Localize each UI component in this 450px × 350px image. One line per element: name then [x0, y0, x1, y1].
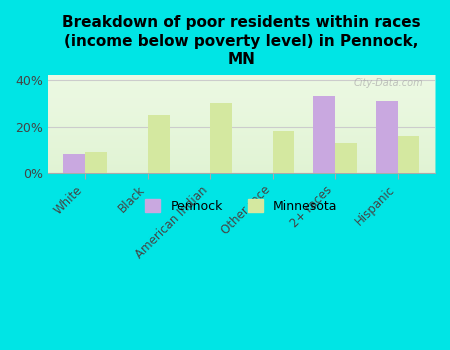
Text: City-Data.com: City-Data.com	[354, 78, 423, 88]
Bar	[313, 96, 335, 173]
Title: Breakdown of poor residents within races
(income below poverty level) in Pennock: Breakdown of poor residents within races…	[62, 15, 421, 67]
Bar	[148, 115, 170, 173]
Bar	[210, 103, 232, 173]
Bar	[376, 101, 397, 173]
Bar	[85, 152, 107, 173]
Bar	[273, 131, 294, 173]
Legend: Pennock, Minnesota: Pennock, Minnesota	[140, 194, 342, 218]
Bar	[335, 143, 357, 173]
Bar	[397, 136, 419, 173]
Bar	[63, 154, 85, 173]
